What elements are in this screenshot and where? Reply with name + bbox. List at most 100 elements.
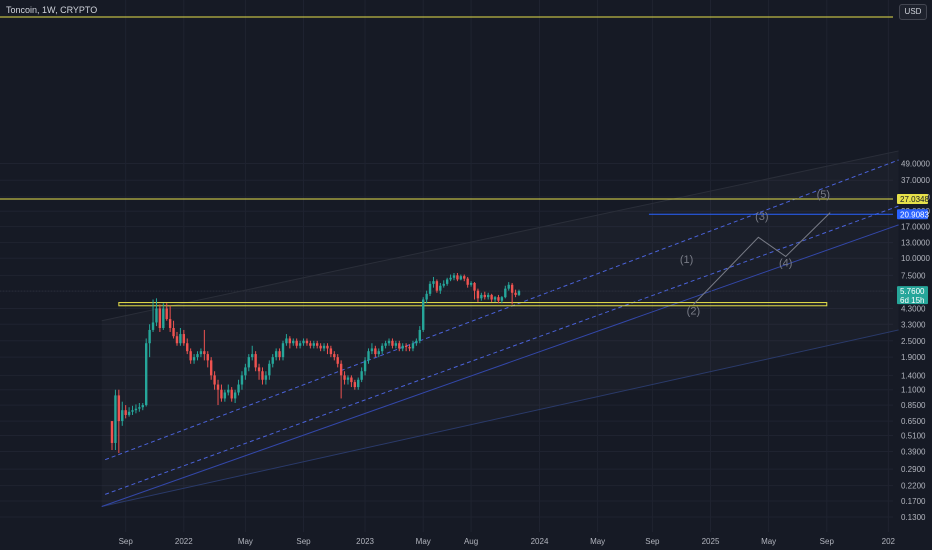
channel-upper-line — [101, 150, 899, 322]
candle-body — [302, 340, 305, 344]
price-axis-label: 0.1300 — [901, 513, 926, 522]
candle-body — [196, 354, 199, 358]
wave-label: (5) — [817, 189, 830, 201]
candle-body — [449, 277, 452, 280]
price-tag-last-text: 5.7600 — [900, 287, 925, 296]
candle-body — [432, 281, 435, 284]
price-axis-label: 7.5000 — [901, 271, 926, 280]
candle-body — [517, 291, 521, 295]
candle-body — [374, 348, 377, 355]
price-axis-label: 1.4000 — [901, 371, 926, 380]
candle-body — [401, 345, 404, 349]
price-tag-target-text: 20.9083 — [900, 210, 929, 219]
candle-body — [268, 363, 271, 376]
candle-body — [473, 282, 476, 291]
candle-body — [127, 411, 131, 415]
time-axis-label: May — [590, 537, 605, 546]
candle-body — [452, 275, 456, 278]
wave-label: (4) — [779, 257, 792, 269]
candle-body — [322, 345, 326, 349]
time-axis-label: Sep — [296, 537, 311, 546]
price-axis-label: 37.0000 — [901, 176, 930, 185]
candle-body — [295, 340, 298, 346]
price-axis-label: 0.3900 — [901, 448, 926, 457]
support-zone — [118, 302, 828, 307]
candle-body — [189, 351, 192, 361]
candle-body — [377, 351, 380, 355]
candle-body — [339, 363, 343, 376]
candle-body — [343, 375, 346, 380]
candle-body — [316, 343, 319, 346]
candle-body — [487, 294, 490, 298]
price-axis-label: 0.6500 — [901, 417, 926, 426]
candle-body — [220, 389, 223, 399]
symbol-header: Toncoin, 1W, CRYPTO — [6, 5, 98, 15]
candle-body — [510, 284, 514, 293]
candle-body — [175, 336, 179, 344]
time-axis-label: 2025 — [702, 537, 720, 546]
price-axis-label: 0.8500 — [901, 401, 926, 410]
candle-body — [240, 375, 244, 385]
candle-body — [387, 340, 391, 344]
candle-body — [463, 276, 466, 279]
candle-body — [292, 340, 295, 344]
candle-body — [476, 290, 480, 299]
candle-body — [370, 348, 374, 352]
trendline-dashed-upper — [104, 159, 899, 461]
candle-body — [439, 285, 442, 291]
candle-body — [319, 345, 322, 349]
candle-body — [237, 384, 240, 393]
candle-body — [418, 329, 421, 341]
price-tag-last — [897, 286, 928, 305]
candle-body — [186, 343, 189, 352]
candle-body — [367, 351, 370, 361]
currency-button[interactable]: USD — [899, 4, 927, 20]
price-axis-label: 0.2900 — [901, 465, 926, 474]
candle-body — [483, 294, 486, 298]
candle-body — [257, 367, 261, 372]
candle-body — [271, 357, 274, 364]
candle-body — [114, 395, 117, 443]
candle-body — [172, 327, 175, 337]
candle-body — [309, 343, 312, 346]
candle-body — [110, 421, 114, 443]
candle-body — [500, 297, 504, 301]
candle-body — [251, 354, 254, 358]
candle-body — [411, 343, 415, 349]
candle-body — [213, 375, 216, 385]
candle-body — [384, 343, 387, 346]
candle-body — [179, 334, 182, 344]
candle-body — [244, 367, 247, 376]
price-axis-label: 1.1000 — [901, 386, 926, 395]
candle-body — [346, 377, 350, 380]
candle-body — [350, 377, 353, 383]
time-axis-label: May — [416, 537, 431, 546]
candle-body — [425, 293, 428, 300]
candle-body — [192, 357, 196, 361]
trendline-dashed-mid — [104, 205, 899, 495]
candle-body — [165, 308, 168, 320]
symbol-interval[interactable]: 1W — [42, 5, 56, 15]
candle-body — [131, 410, 134, 412]
candle-body — [264, 375, 268, 380]
trendline-support — [101, 224, 899, 507]
candle-body — [391, 340, 394, 346]
candle-body — [247, 357, 250, 368]
time-axis-label: May — [238, 537, 253, 546]
candle-body — [459, 276, 463, 280]
wave-projection-path — [693, 212, 831, 305]
candle-body — [504, 288, 507, 298]
candle-body — [497, 297, 500, 301]
time-axis-label: 2022 — [175, 537, 193, 546]
price-tag-resistance — [897, 193, 928, 204]
price-axis-label: 0.1700 — [901, 497, 926, 506]
candle-body — [360, 371, 363, 380]
price-axis-label: 10.0000 — [901, 254, 930, 263]
wave-label: (1) — [680, 254, 693, 266]
price-axis-label: 3.3000 — [901, 320, 926, 329]
candle-body — [151, 322, 155, 330]
candle-body — [138, 407, 141, 409]
wave-label: (3) — [755, 211, 768, 223]
